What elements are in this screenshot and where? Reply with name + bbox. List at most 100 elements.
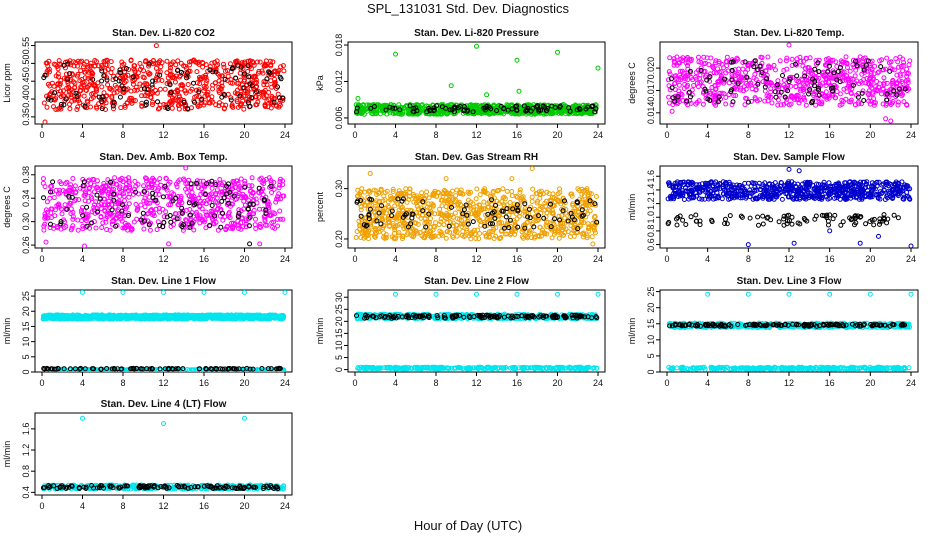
data-point <box>263 79 269 85</box>
data-point <box>775 97 781 103</box>
data-point <box>103 216 109 222</box>
data-point <box>108 179 113 185</box>
data-point <box>281 68 287 74</box>
data-point <box>897 71 903 77</box>
data-points <box>40 166 287 248</box>
data-point <box>150 99 156 105</box>
data-point <box>108 70 114 76</box>
data-point <box>354 229 360 234</box>
data-point <box>145 218 151 224</box>
data-point <box>819 196 825 202</box>
data-point <box>507 217 513 223</box>
data-point <box>570 202 576 208</box>
data-point <box>420 199 426 205</box>
data-point <box>164 214 170 220</box>
data-point <box>202 192 208 197</box>
data-point <box>48 221 53 227</box>
data-point <box>852 80 858 86</box>
data-point <box>883 182 889 188</box>
data-point <box>802 73 808 79</box>
data-point <box>787 76 793 82</box>
data-point <box>770 182 775 188</box>
data-point <box>174 184 180 190</box>
data-point <box>518 195 524 201</box>
data-point <box>48 189 54 195</box>
data-point <box>404 232 410 238</box>
data-point <box>275 216 281 222</box>
data-point <box>538 204 544 209</box>
data-point <box>213 69 219 75</box>
data-point <box>124 204 130 210</box>
data-point <box>242 77 247 83</box>
data-point <box>357 103 363 109</box>
data-point <box>61 75 67 81</box>
data-point <box>819 182 825 188</box>
data-point <box>904 66 910 72</box>
data-point <box>786 194 792 200</box>
data-point <box>175 89 181 94</box>
data-point <box>575 226 581 232</box>
y-tick-label: 0.45 <box>21 72 31 90</box>
y-tick-label: 0.014 <box>646 102 656 125</box>
data-point <box>247 58 253 64</box>
data-point <box>179 205 185 211</box>
data-point <box>117 193 123 199</box>
data-point <box>548 224 554 230</box>
data-point <box>831 70 837 76</box>
data-point <box>177 74 182 80</box>
data-point <box>135 181 141 187</box>
data-point <box>843 73 849 79</box>
data-point <box>781 67 787 73</box>
outlier-point <box>529 166 535 171</box>
data-point <box>811 186 817 192</box>
data-point <box>548 201 553 207</box>
data-point <box>268 63 274 69</box>
data-point <box>237 93 243 99</box>
data-point <box>133 189 138 195</box>
data-point <box>867 192 873 198</box>
data-point <box>51 61 57 67</box>
data-point <box>767 181 772 187</box>
data-point <box>176 216 182 222</box>
data-point <box>75 227 81 233</box>
data-point <box>552 216 557 222</box>
data-point <box>55 224 60 229</box>
data-point <box>685 82 691 88</box>
data-point <box>143 102 149 108</box>
data-point <box>801 94 807 100</box>
data-point <box>549 207 555 213</box>
data-point <box>737 87 743 93</box>
data-point <box>771 62 777 68</box>
data-point <box>67 71 73 77</box>
data-point <box>70 216 76 222</box>
x-tick-label: 16 <box>199 130 209 140</box>
data-point <box>890 80 895 86</box>
data-point <box>594 219 600 225</box>
data-point <box>77 78 83 84</box>
plot-frame <box>659 165 919 249</box>
data-point <box>221 106 227 112</box>
data-point <box>742 102 748 108</box>
data-point <box>143 58 149 64</box>
x-tick-label: 0 <box>664 254 669 264</box>
data-point <box>475 227 481 233</box>
data-point <box>361 222 367 228</box>
data-point <box>41 195 46 201</box>
data-point <box>802 70 808 76</box>
data-point <box>389 208 395 214</box>
data-point <box>179 200 185 206</box>
data-point <box>126 194 132 200</box>
y-tick-label: 0.017 <box>646 79 656 102</box>
data-point <box>455 105 461 111</box>
data-point <box>159 78 165 83</box>
data-point <box>62 202 68 208</box>
data-point <box>884 55 890 61</box>
data-point <box>884 97 890 103</box>
data-point <box>254 59 260 65</box>
data-point <box>396 188 402 194</box>
data-point <box>676 88 682 94</box>
data-point <box>226 211 232 217</box>
data-point <box>410 192 416 197</box>
data-point <box>703 88 709 94</box>
data-point <box>517 187 523 193</box>
